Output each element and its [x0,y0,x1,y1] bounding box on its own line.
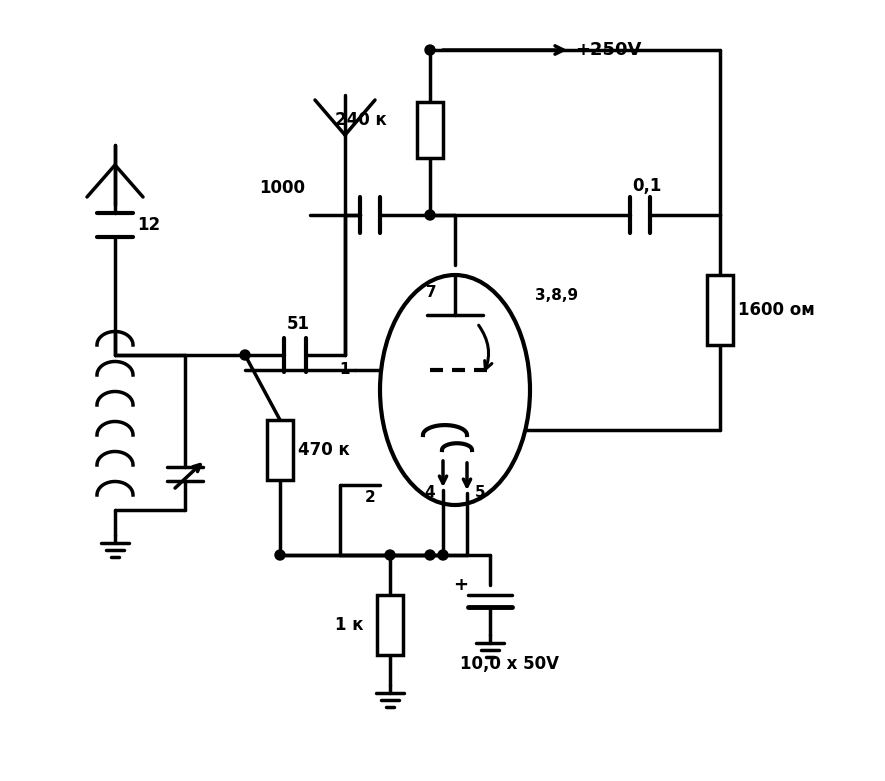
Text: 7: 7 [427,285,437,300]
FancyBboxPatch shape [377,595,403,655]
Text: 12: 12 [137,216,160,234]
Text: 1600 ом: 1600 ом [738,301,815,319]
FancyBboxPatch shape [707,275,733,345]
Circle shape [425,45,435,55]
Text: 0,1: 0,1 [632,177,661,195]
Text: 240 к: 240 к [335,111,387,129]
Text: +: + [453,576,468,594]
Text: 4: 4 [425,485,435,500]
Text: 10,0 х 50V: 10,0 х 50V [460,655,559,673]
Text: 5: 5 [475,485,486,500]
Circle shape [425,550,435,560]
Circle shape [240,350,250,360]
Circle shape [425,210,435,220]
Text: 470 к: 470 к [298,441,350,459]
Circle shape [438,550,448,560]
Ellipse shape [380,275,530,505]
Text: 51: 51 [287,315,310,333]
FancyBboxPatch shape [267,420,293,480]
FancyBboxPatch shape [417,102,443,158]
Circle shape [385,550,395,560]
Text: 1: 1 [340,362,350,377]
Text: +250V: +250V [575,41,642,59]
Circle shape [275,550,285,560]
Text: 2: 2 [365,490,375,505]
Text: 3,8,9: 3,8,9 [535,287,578,302]
Text: 1000: 1000 [259,179,305,197]
Text: 1 к: 1 к [335,616,364,634]
